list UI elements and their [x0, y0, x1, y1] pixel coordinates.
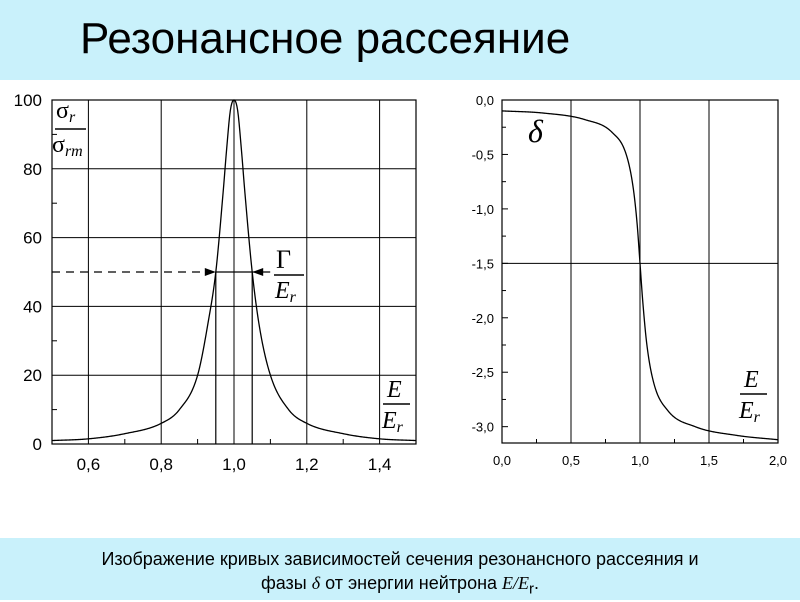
- plot-area: 0,6 0,8 1,0 1,2 1,4 0 20 40 60 80 100 σr σrm Γ Er…: [0, 80, 800, 538]
- phase-x-tick-label: 0,0: [493, 453, 511, 468]
- cross-section-half-width-markers: [52, 268, 271, 444]
- phase-y-tick-label: -3,0: [472, 420, 494, 435]
- phase-minor-ticks: [502, 99, 744, 443]
- phase-xlabel-den: Er: [738, 398, 761, 426]
- cross-section-x-tick-label: 0,8: [149, 455, 173, 474]
- cross-section-chart: 0,6 0,8 1,0 1,2 1,4 0 20 40 60 80 100 σr σrm Γ Er…: [14, 91, 417, 474]
- phase-x-tick-labels: 0,0 0,5 1,0 1,5 2,0: [493, 453, 787, 468]
- half-width-right-arrow: [252, 268, 264, 276]
- caption-bar: Изображение кривых зависимостей сечения …: [0, 538, 800, 600]
- caption-var: E/E: [502, 573, 530, 593]
- cross-section-y-tick-label: 60: [23, 229, 42, 248]
- phase-chart: 0,0 0,5 1,0 1,5 2,0 0,0 -0,5 -1,0 -1,5 -2,0 -2,5 -…: [472, 93, 787, 468]
- caption-line-1: Изображение кривых зависимостей сечения …: [101, 549, 699, 569]
- phase-y-tick-label: -2,0: [472, 311, 494, 326]
- cross-section-y-tick-label: 0: [33, 435, 42, 454]
- caption-line-2-end: .: [534, 573, 540, 593]
- cross-section-x-tick-label: 0,6: [77, 455, 101, 474]
- phase-x-tick-label: 2,0: [769, 453, 787, 468]
- cross-section-y-tick-label: 20: [23, 366, 42, 385]
- half-width-left-arrow: [204, 268, 216, 276]
- title-bar: Резонансное рассеяние: [0, 0, 800, 80]
- cross-section-grid: [52, 100, 416, 444]
- cross-section-y-tick-label: 40: [23, 297, 42, 316]
- cross-section-x-tick-label: 1,0: [222, 455, 246, 474]
- caption-line-2a: фазы: [260, 573, 312, 593]
- cross-section-ylabel-den: σrm: [52, 132, 83, 160]
- caption-delta: δ: [311, 573, 321, 593]
- charts-svg: 0,6 0,8 1,0 1,2 1,4 0 20 40 60 80 100 σr σrm Γ Er…: [14, 91, 787, 474]
- phase-y-tick-label: -1,0: [472, 202, 494, 217]
- caption: Изображение кривых зависимостей сечения …: [20, 547, 780, 602]
- cross-section-x-tick-label: 1,2: [295, 455, 319, 474]
- phase-xlabel-num: E: [743, 367, 759, 393]
- phase-y-tick-label: -2,5: [472, 365, 494, 380]
- phase-x-tick-label: 0,5: [562, 453, 580, 468]
- cross-section-xlabel-den: Er: [381, 408, 404, 436]
- phase-y-tick-labels: 0,0 -0,5 -1,0 -1,5 -2,0 -2,5 -3,0: [472, 93, 494, 435]
- cross-section-xlabel-num: E: [386, 377, 402, 403]
- cross-section-x-tick-labels: 0,6 0,8 1,0 1,2 1,4: [77, 455, 392, 474]
- phase-curve: [501, 110, 779, 441]
- slide-title: Резонансное рассеяние: [80, 14, 571, 63]
- phase-y-tick-label: -1,5: [472, 256, 494, 271]
- phase-y-tick-label: -0,5: [472, 147, 494, 162]
- cross-section-curve: [51, 99, 417, 442]
- caption-var-sub: r: [529, 580, 535, 598]
- cross-section-y-tick-label: 100: [14, 91, 42, 110]
- caption-line-2b: от энергии нейтрона: [320, 573, 503, 593]
- cross-section-ylabel-num: σr: [56, 98, 76, 126]
- cross-section-y-tick-labels: 0 20 40 60 80 100: [14, 91, 42, 454]
- phase-x-tick-label: 1,5: [700, 453, 718, 468]
- phase-label: δ: [528, 113, 544, 149]
- cross-section-x-tick-label: 1,4: [368, 455, 392, 474]
- phase-x-tick-label: 1,0: [631, 453, 649, 468]
- cross-section-y-tick-label: 80: [23, 160, 42, 179]
- width-label-num: Γ: [276, 245, 291, 274]
- width-label-den: Er: [274, 278, 297, 306]
- phase-y-tick-label: 0,0: [476, 93, 494, 108]
